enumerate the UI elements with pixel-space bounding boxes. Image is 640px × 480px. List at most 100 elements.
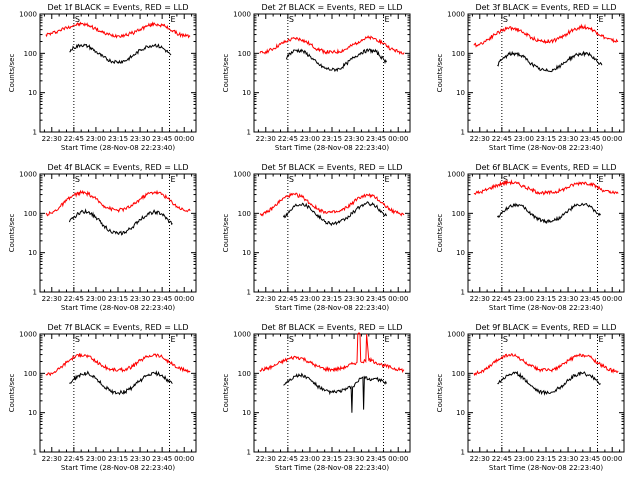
x-tick-label: 22:30 — [42, 295, 62, 303]
boundary-marker-label: E — [171, 335, 176, 344]
x-tick-label: 22:45 — [64, 295, 84, 303]
chart-panel: Det 1f BLACK = Events, RED = LLD 1 10 100 10… — [8, 3, 197, 152]
y-axis-label: Counts/sec — [8, 214, 16, 253]
boundary-marker-label: E — [385, 175, 390, 184]
y-tick-label: 1000 — [233, 171, 251, 179]
y-tick-label: 1000 — [19, 331, 37, 339]
x-tick-label: 23:00 — [300, 455, 320, 463]
chart-panel: Det 4f BLACK = Events, RED = LLD 1 10 100 10… — [8, 163, 197, 312]
x-tick-label: 23:15 — [322, 455, 342, 463]
events-series-line — [497, 370, 601, 396]
boundary-marker-label: S — [503, 15, 508, 24]
lld-series-line — [473, 353, 619, 377]
lld-series-line — [259, 192, 405, 217]
x-tick-label: 23:30 — [344, 295, 364, 303]
x-axis-label: Start Time (28-Nov-08 22:23:40) — [489, 304, 603, 312]
boundary-marker-label: E — [599, 335, 604, 344]
plot-frame — [253, 333, 411, 453]
chart-panel: Det 8f BLACK = Events, RED = LLD 1 10 100 10… — [222, 323, 411, 472]
events-series-line — [497, 50, 603, 73]
y-tick-label: 1 — [461, 289, 465, 297]
x-tick-label: 00:00 — [174, 135, 194, 143]
y-tick-label: 10 — [456, 249, 465, 257]
boundary-marker-label: S — [75, 15, 80, 24]
x-tick-label: 22:45 — [278, 295, 298, 303]
y-tick-label: 10 — [242, 249, 251, 257]
x-tick-label: 23:45 — [152, 295, 172, 303]
chart-panel: Det 9f BLACK = Events, RED = LLD 1 10 100 10… — [436, 323, 625, 472]
boundary-marker-label: E — [171, 175, 176, 184]
x-tick-label: 23:45 — [152, 455, 172, 463]
x-axis-label: Start Time (28-Nov-08 22:23:40) — [489, 144, 603, 152]
x-tick-label: 23:00 — [514, 455, 534, 463]
x-tick-label: 23:45 — [580, 295, 600, 303]
x-tick-label: 23:30 — [558, 455, 578, 463]
x-tick-label: 23:15 — [322, 135, 342, 143]
plot-frame — [467, 13, 625, 133]
x-tick-label: 22:45 — [492, 135, 512, 143]
x-tick-label: 23:30 — [344, 135, 364, 143]
chart-title: Det 8f BLACK = Events, RED = LLD — [261, 323, 402, 332]
y-tick-label: 1 — [247, 449, 251, 457]
events-series-line — [69, 43, 172, 65]
y-tick-label: 100 — [238, 50, 251, 58]
chart-title: Det 9f BLACK = Events, RED = LLD — [475, 323, 616, 332]
chart-title: Det 1f BLACK = Events, RED = LLD — [47, 3, 188, 12]
y-tick-label: 100 — [238, 370, 251, 378]
plot-frame — [253, 173, 411, 293]
x-tick-label: 22:30 — [470, 295, 490, 303]
x-tick-label: 23:45 — [580, 455, 600, 463]
chart-panel: Det 5f BLACK = Events, RED = LLD 1 10 100 10… — [222, 163, 411, 312]
boundary-marker-label: S — [75, 335, 80, 344]
x-tick-label: 23:30 — [130, 135, 150, 143]
y-tick-label: 1000 — [447, 11, 465, 19]
chart-title: Det 3f BLACK = Events, RED = LLD — [475, 3, 616, 12]
boundary-marker-label: E — [599, 175, 604, 184]
x-tick-label: 22:30 — [256, 455, 276, 463]
x-tick-label: 23:30 — [558, 295, 578, 303]
x-tick-label: 22:45 — [64, 135, 84, 143]
chart-title: Det 5f BLACK = Events, RED = LLD — [261, 163, 402, 172]
x-axis-label: Start Time (28-Nov-08 22:23:40) — [61, 144, 175, 152]
x-tick-label: 23:00 — [300, 295, 320, 303]
lld-series-line — [45, 21, 191, 39]
events-series-line — [69, 370, 173, 396]
boundary-marker-label: E — [385, 335, 390, 344]
x-tick-label: 00:00 — [388, 455, 408, 463]
y-axis-label: Counts/sec — [222, 374, 230, 413]
x-tick-label: 00:00 — [388, 295, 408, 303]
x-tick-label: 00:00 — [174, 295, 194, 303]
chart-panel: Det 3f BLACK = Events, RED = LLD 1 10 100 10… — [436, 3, 625, 152]
boundary-marker-label: S — [75, 175, 80, 184]
boundary-marker-label: E — [385, 15, 390, 24]
x-tick-label: 22:45 — [492, 455, 512, 463]
lld-series-line — [473, 179, 619, 196]
x-tick-label: 23:15 — [536, 295, 556, 303]
y-tick-label: 100 — [24, 50, 37, 58]
y-tick-label: 1000 — [19, 11, 37, 19]
lld-series-line — [45, 189, 191, 217]
x-tick-label: 23:00 — [300, 135, 320, 143]
y-axis-label: Counts/sec — [436, 214, 444, 253]
y-tick-label: 10 — [28, 249, 37, 257]
x-tick-label: 23:30 — [130, 295, 150, 303]
x-tick-label: 23:00 — [514, 295, 534, 303]
x-tick-label: 23:45 — [366, 135, 386, 143]
y-tick-label: 100 — [24, 210, 37, 218]
y-tick-label: 100 — [452, 210, 465, 218]
x-tick-label: 00:00 — [174, 455, 194, 463]
boundary-marker-label: E — [171, 15, 176, 24]
boundary-marker-label: S — [289, 175, 294, 184]
y-tick-label: 1 — [33, 289, 37, 297]
x-tick-label: 23:15 — [108, 135, 128, 143]
chart-title: Det 7f BLACK = Events, RED = LLD — [47, 323, 188, 332]
chart-panel: Det 2f BLACK = Events, RED = LLD 1 10 100 10… — [222, 3, 411, 152]
boundary-marker-label: S — [289, 335, 294, 344]
chart-title: Det 6f BLACK = Events, RED = LLD — [475, 163, 616, 172]
x-tick-label: 23:15 — [536, 135, 556, 143]
y-axis-label: Counts/sec — [8, 54, 16, 93]
chart-panel: Det 6f BLACK = Events, RED = LLD 1 10 100 10… — [436, 163, 625, 312]
x-axis-label: Start Time (28-Nov-08 22:23:40) — [61, 464, 175, 472]
y-tick-label: 10 — [242, 89, 251, 97]
